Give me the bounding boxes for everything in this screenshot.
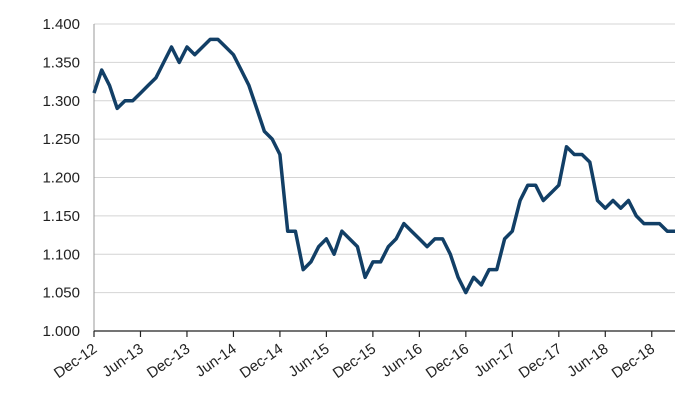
x-tick-label: Dec-12	[51, 340, 100, 382]
x-tick-label: Jun-14	[192, 340, 239, 380]
series-line	[92, 37, 675, 295]
x-tick-label: Dec-16	[423, 340, 472, 382]
x-tick-label: Dec-14	[237, 340, 286, 382]
x-tick-label: Jun-16	[378, 340, 425, 380]
y-tick-label: 1.000	[42, 323, 80, 340]
x-tick-label: Jun-18	[564, 340, 611, 380]
y-tick-label: 1.350	[42, 54, 80, 71]
x-tick-label: Dec-13	[144, 340, 193, 382]
x-tick-label: Jun-15	[285, 340, 332, 380]
x-tick-label: Jun-13	[99, 340, 146, 380]
y-tick-label: 1.200	[42, 170, 80, 187]
y-tick-label: 1.250	[42, 131, 80, 148]
x-tick-label: Jun-17	[471, 340, 518, 380]
x-tick-label: Dec-17	[516, 340, 565, 382]
x-tick-label: Dec-18	[609, 340, 658, 382]
y-tick-label: 1.300	[42, 93, 80, 110]
x-tick-label: Dec-15	[330, 340, 379, 382]
y-tick-label: 1.150	[42, 208, 80, 225]
y-tick-label: 1.400	[42, 16, 80, 33]
y-tick-label: 1.100	[42, 246, 80, 263]
y-tick-label: 1.050	[42, 285, 80, 302]
